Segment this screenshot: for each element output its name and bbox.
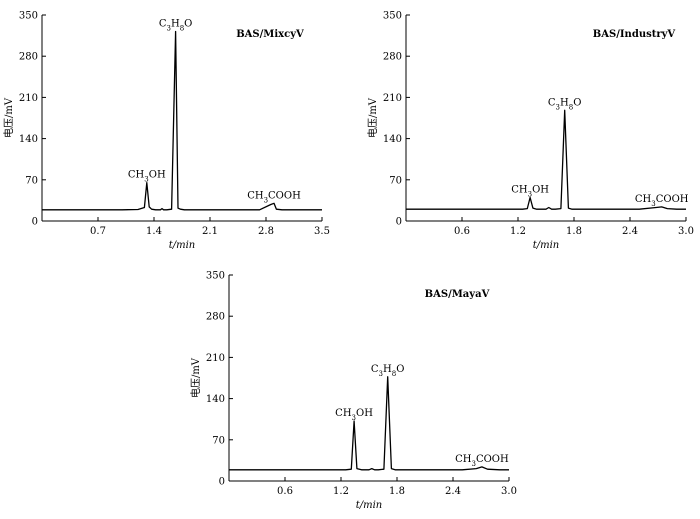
chart-panel-mayav: 0 70 140 210 280 350 0.6 1.2 1.8 2.4 3.0 t/min 电压/mV… <box>189 271 517 512</box>
x-tick-label: 3.5 <box>314 226 330 237</box>
x-tick-label: 1.8 <box>389 486 405 497</box>
y-tick-label: 0 <box>32 217 38 228</box>
x-tick-label: 3.0 <box>678 226 694 237</box>
y-tick-label: 280 <box>383 52 402 63</box>
peak-label: CH3OH <box>128 170 166 184</box>
y-tick-label: 350 <box>206 271 225 282</box>
x-tick-label: 1.8 <box>566 226 582 237</box>
x-tick-label: 3.0 <box>501 486 517 497</box>
y-tick-label: 140 <box>383 134 402 145</box>
chromatogram-trace <box>229 376 509 471</box>
chromatogram-trace <box>406 109 686 210</box>
x-axis-label: t/min <box>356 500 383 511</box>
peak-label: CH3COOH <box>247 190 301 204</box>
x-tick-label: 1.4 <box>146 226 162 237</box>
y-tick-label: 350 <box>19 11 38 22</box>
peak-label: C3H8O <box>371 364 405 378</box>
y-tick-label: 140 <box>19 134 38 145</box>
y-tick-label: 140 <box>206 394 225 405</box>
x-tick-label: 1.2 <box>333 486 349 497</box>
x-tick-label: 2.4 <box>445 486 461 497</box>
peak-label: CH3COOH <box>635 194 689 208</box>
peak-label: C3H8O <box>548 97 582 111</box>
peak-label: CH3OH <box>335 408 373 422</box>
x-tick-label: 0.6 <box>454 226 470 237</box>
y-tick-label: 210 <box>19 93 38 104</box>
y-tick-label: 280 <box>206 312 225 323</box>
y-tick-label: 350 <box>383 11 402 22</box>
x-tick-label: 2.4 <box>622 226 638 237</box>
peak-label: C3H8O <box>159 18 193 32</box>
chart-title: BAS/MixcyV <box>236 29 304 40</box>
chart-title: BAS/MayaV <box>425 289 490 300</box>
peak-label: CH3OH <box>511 184 549 198</box>
y-axis-label: 电压/mV <box>2 97 15 138</box>
chromatogram-trace <box>42 30 322 211</box>
y-tick-label: 70 <box>25 175 38 186</box>
y-axis-label: 电压/mV <box>366 97 379 138</box>
y-tick-label: 70 <box>212 435 225 446</box>
y-tick-label: 210 <box>206 353 225 364</box>
x-tick-label: 2.1 <box>202 226 218 237</box>
x-axis-label: t/min <box>169 240 196 251</box>
y-tick-label: 280 <box>19 52 38 63</box>
y-tick-label: 0 <box>219 477 225 488</box>
chart-title: BAS/IndustryV <box>593 29 676 40</box>
x-tick-label: 0.7 <box>90 226 106 237</box>
x-tick-label: 0.6 <box>277 486 293 497</box>
y-tick-label: 70 <box>389 175 402 186</box>
y-axis-label: 电压/mV <box>189 357 202 398</box>
x-tick-label: 1.2 <box>510 226 526 237</box>
peak-label: CH3COOH <box>455 454 509 468</box>
y-tick-label: 0 <box>396 217 402 228</box>
x-axis-label: t/min <box>533 240 560 251</box>
chart-panel-industryv: 0 70 140 210 280 350 0.6 1.2 1.8 2.4 3.0 t/min 电压/mV… <box>366 11 694 252</box>
chart-panel-mixcyv: 0 70 140 210 280 350 0.7 1.4 2.1 2.8 3.5 t/min 电压/mV… <box>2 11 330 252</box>
x-tick-label: 2.8 <box>258 226 274 237</box>
y-tick-label: 210 <box>383 93 402 104</box>
